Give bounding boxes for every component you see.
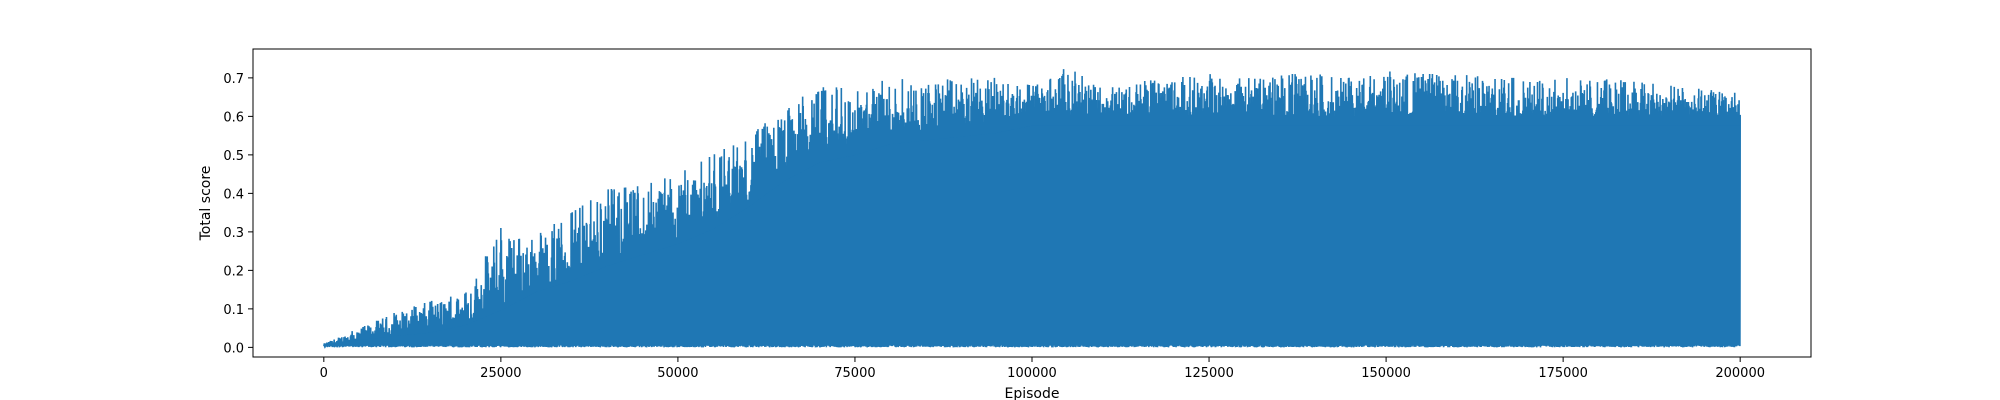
x-axis: 0 25000 50000 75000 100000 125000 150000 175000… xyxy=(320,357,1765,381)
x-tick-label: 200000 xyxy=(1715,366,1765,381)
y-axis-label: Total score xyxy=(198,166,214,242)
x-axis-label: Episode xyxy=(1005,386,1060,400)
y-axis: 0.0 0.1 0.2 0.3 0.4 0.5 0.6 0.7 xyxy=(223,72,253,356)
x-tick-label: 75000 xyxy=(834,366,875,381)
x-tick-label: 150000 xyxy=(1361,366,1411,381)
y-tick-label: 0.7 xyxy=(223,72,244,87)
x-tick-label: 0 xyxy=(320,366,328,381)
y-tick-label: 0.2 xyxy=(223,264,244,279)
x-tick-label: 100000 xyxy=(1007,366,1057,381)
x-tick-label: 50000 xyxy=(657,366,698,381)
y-tick-label: 0.1 xyxy=(223,303,244,318)
x-tick-label: 25000 xyxy=(480,366,521,381)
y-tick-label: 0.0 xyxy=(223,341,244,356)
plot-layer xyxy=(323,69,1741,349)
x-tick-label: 125000 xyxy=(1184,366,1234,381)
x-tick-label: 175000 xyxy=(1538,366,1588,381)
y-tick-label: 0.5 xyxy=(223,149,244,164)
y-tick-label: 0.3 xyxy=(223,226,244,241)
score-density-band xyxy=(323,125,1741,348)
y-tick-label: 0.4 xyxy=(223,187,244,202)
y-tick-label: 0.6 xyxy=(223,110,244,125)
